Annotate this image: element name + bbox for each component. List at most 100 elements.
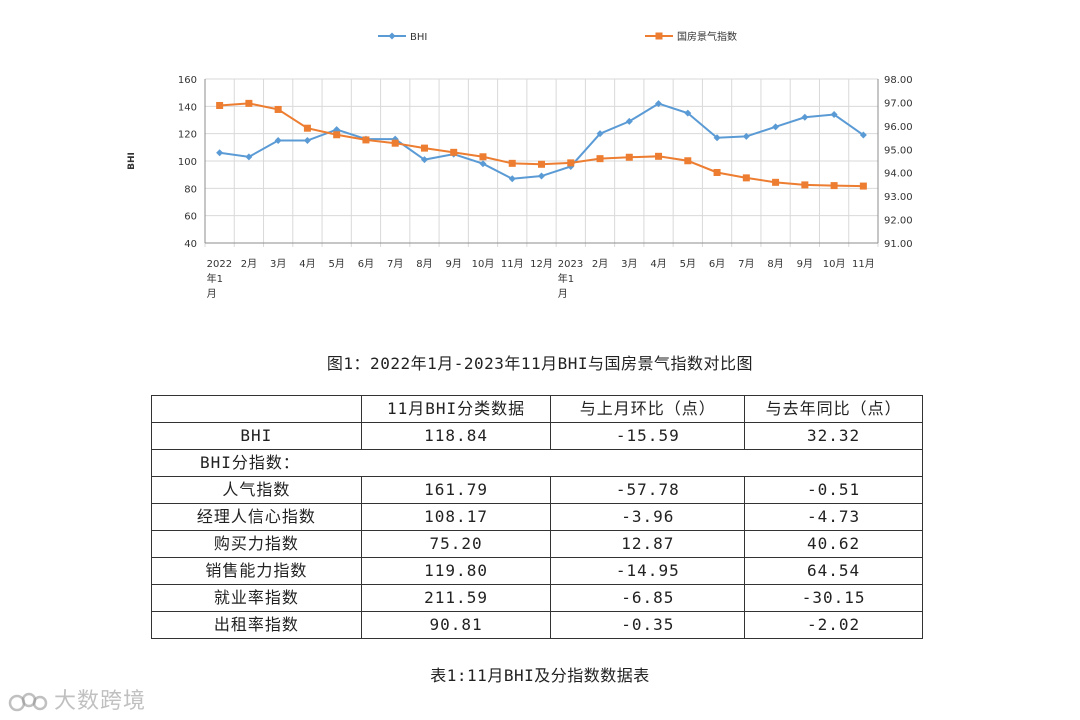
table-cell: 购买力指数 (151, 530, 362, 558)
x-tick-label: 6月 (358, 258, 374, 270)
table-cell: -2.02 (744, 611, 923, 639)
x-tick-label: 10月 (472, 258, 495, 270)
x-tick-label: 6月 (709, 258, 725, 270)
data-point (216, 101, 224, 109)
watermark-text: 大数跨境 (54, 689, 147, 714)
x-tick-label: 4月 (299, 258, 315, 270)
data-point (772, 123, 780, 131)
table-cell: 40.62 (744, 530, 923, 558)
table-row: 就业率指数 211.59 -6.85 -30.15 (151, 584, 923, 612)
chart-axes: 40 60 80 100 120 140 160 91.00 92.00 93.00 94.00 95… (127, 75, 913, 300)
data-point (245, 153, 253, 161)
x-tick-label: 9月 (446, 258, 462, 270)
data-point (450, 148, 458, 156)
chart-legend: BHI 国房景气指数 (378, 30, 737, 43)
data-point (479, 160, 487, 168)
table-row: BHI 118.84 -15.59 32.32 (151, 422, 923, 450)
table-header-cell: 与上月环比（点） (550, 395, 746, 423)
data-point (655, 152, 663, 160)
y-right-tick-label: 93.00 (884, 192, 913, 203)
data-point (830, 111, 838, 119)
table-cell: -0.35 (550, 611, 746, 639)
table-cell: 经理人信心指数 (151, 503, 362, 531)
legend-label: BHI (410, 32, 427, 43)
x-tick-label: 10月 (823, 258, 846, 270)
data-point (801, 113, 809, 121)
data-point (772, 178, 780, 186)
table-cell: -30.15 (744, 584, 923, 612)
y-right-tick-label: 98.00 (884, 75, 913, 86)
x-tick-label: 月 (207, 288, 217, 300)
table-cell: -4.73 (744, 503, 923, 531)
x-tick-label: 3月 (621, 258, 637, 270)
x-tick-label: 5月 (328, 258, 344, 270)
y-right-tick-label: 95.00 (884, 145, 913, 156)
x-tick-label: 8月 (416, 258, 432, 270)
y-right-tick-label: 94.00 (884, 169, 913, 180)
data-point (655, 100, 663, 108)
chart-gridlines (204, 78, 879, 247)
x-tick-label: 2022 (207, 259, 232, 270)
data-point (508, 175, 516, 183)
bhi-data-table: 11月BHI分类数据 与上月环比（点） 与去年同比（点） BHI 118.84 … (151, 395, 923, 639)
table-header-row: 11月BHI分类数据 与上月环比（点） 与去年同比（点） (151, 395, 923, 423)
data-point (538, 172, 545, 180)
chart-series (216, 99, 867, 190)
watermark: 大数跨境 (8, 683, 146, 716)
table-row: 出租率指数 90.81 -0.35 -2.02 (151, 611, 923, 639)
data-point (859, 131, 867, 139)
table-cell: 161.79 (360, 476, 552, 504)
figure-caption: 图1：2022年1月-2023年11月BHI与国房景气指数对比图 (326, 354, 754, 373)
table-cell: 出租率指数 (151, 611, 362, 639)
x-tick-label: 11月 (852, 258, 875, 270)
data-point (684, 157, 692, 165)
table-header-cell: 11月BHI分类数据 (360, 395, 552, 423)
brand-logo-icon (8, 692, 48, 712)
x-tick-label: 12月 (530, 258, 553, 270)
table-cell: 118.84 (360, 422, 552, 450)
table-cell: 211.59 (360, 584, 552, 612)
table-cell: -14.95 (550, 557, 746, 585)
table-section-label: BHI分指数： (151, 449, 923, 477)
x-tick-label: 年1 (558, 272, 574, 285)
data-point (333, 131, 341, 139)
x-tick-label: 7月 (738, 258, 754, 270)
table-row: 经理人信心指数 108.17 -3.96 -4.73 (151, 503, 923, 531)
table-header-cell (151, 395, 362, 423)
y-left-tick-label: 100 (178, 157, 197, 168)
y-left-tick-label: 60 (184, 212, 197, 223)
y-left-tick-label: 160 (178, 75, 197, 86)
x-tick-label: 3月 (270, 258, 286, 270)
legend-marker (388, 32, 396, 40)
table-cell: 108.17 (360, 503, 552, 531)
data-point (684, 109, 692, 117)
data-point (508, 159, 516, 167)
data-point (538, 160, 545, 168)
data-point (274, 105, 282, 113)
data-point (303, 137, 311, 144)
data-point (625, 117, 633, 125)
data-point (391, 139, 399, 147)
data-point (713, 134, 721, 142)
x-tick-label: 年1 (207, 272, 223, 285)
table-cell: -57.78 (550, 476, 746, 504)
table-cell: 人气指数 (151, 476, 362, 504)
y-left-tick-label: 80 (184, 184, 197, 195)
data-point (245, 99, 253, 107)
y-right-tick-label: 97.00 (884, 98, 913, 109)
data-point (596, 130, 604, 138)
data-point (567, 159, 575, 167)
y-left-tick-label: 120 (178, 130, 197, 141)
table-cell: 119.80 (360, 557, 552, 585)
table-cell: 75.20 (360, 530, 552, 558)
table-cell: 32.32 (744, 422, 923, 450)
data-point (625, 153, 633, 161)
data-point (830, 182, 838, 190)
y-left-tick-label: 40 (184, 239, 197, 250)
y-right-tick-label: 96.00 (884, 122, 913, 133)
table-cell: -0.51 (744, 476, 923, 504)
data-point (303, 124, 311, 132)
table-row: 人气指数 161.79 -57.78 -0.51 (151, 476, 923, 504)
data-point (362, 136, 370, 144)
table-cell: 12.87 (550, 530, 746, 558)
